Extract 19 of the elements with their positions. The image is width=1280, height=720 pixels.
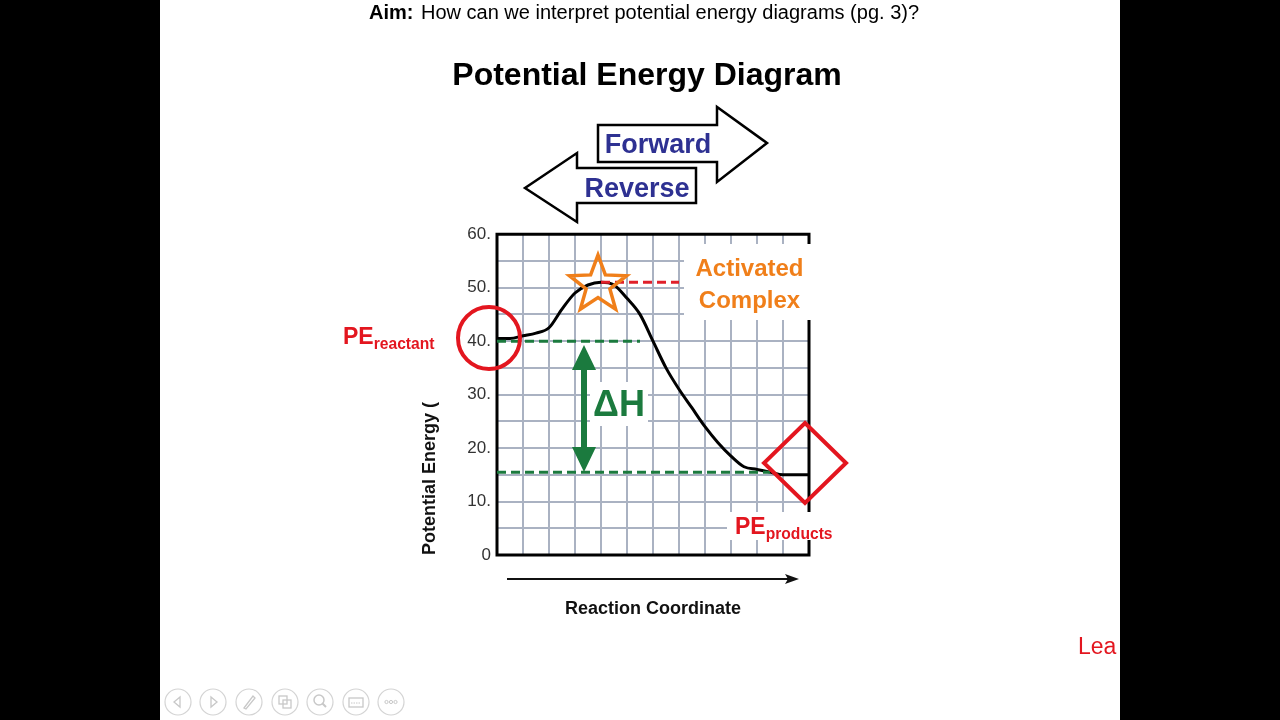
x-axis-title: Reaction Coordinate <box>564 598 742 619</box>
y-tick-label: 0 <box>481 544 491 564</box>
y-tick-label: 40. <box>467 330 491 350</box>
text: Aim: <box>369 0 414 24</box>
y-tick-label: 50. <box>467 277 491 297</box>
y-tick-label: 60. <box>467 223 491 243</box>
text: Reverse <box>583 172 691 204</box>
y-tick-label: 30. <box>467 384 491 404</box>
text: How can we interpret potential energy diagrams (pg. 3)? <box>421 0 920 24</box>
annotation: PE$_{products}$ <box>727 512 833 543</box>
annotation: Activated Complex <box>684 244 815 320</box>
text: Lea <box>1078 632 1117 660</box>
chart-title: Potential Energy Diagram <box>451 55 843 93</box>
text: PE$_{reactant}$ <box>343 322 435 353</box>
y-tick-label: 20. <box>467 437 491 457</box>
text: Forward <box>603 128 713 160</box>
y-axis-title: Potential Energy ( <box>418 401 439 555</box>
annotation: ΔH <box>590 382 648 426</box>
y-tick-label: 10. <box>467 491 491 511</box>
